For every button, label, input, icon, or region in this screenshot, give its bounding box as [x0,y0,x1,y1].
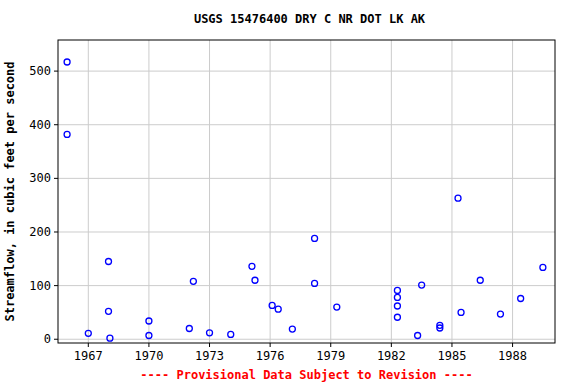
y-tick-label: 500 [29,64,51,78]
data-point [415,332,421,338]
x-grid-line [209,40,210,343]
x-tick [270,343,271,347]
x-tick-label: 1973 [195,349,224,363]
y-tick [54,285,58,286]
x-tick [330,343,331,347]
x-grid-line [270,40,271,343]
data-point [312,235,318,241]
y-tick-label: 200 [29,225,51,239]
y-tick-label: 400 [29,118,51,132]
y-axis-label: Streamflow, in cubic feet per second [3,61,17,321]
data-point [64,59,70,65]
title: USGS 15476400 DRY C NR DOT LK AK [194,12,426,26]
y-tick-label: 100 [29,279,51,293]
background [0,0,576,384]
axes: 1967 1970 1973 1976 1979 1982 1985 1988 0 100 200 3… [29,64,527,363]
y-tick [54,178,58,179]
y-tick [54,339,58,340]
data-point [106,308,112,314]
y-grid-line [58,285,555,286]
grid [58,40,555,343]
x-tick [512,343,513,347]
x-tick-label: 1970 [134,349,163,363]
points [64,59,546,341]
x-tick-label: 1979 [316,349,345,363]
x-grid-line [330,40,331,343]
x-tick-label: 1982 [377,349,406,363]
data-point [394,294,400,300]
data-point [458,309,464,315]
data-point [85,330,91,336]
data-point [437,325,443,331]
x-tick [209,343,210,347]
y-tick [54,124,58,125]
data-point [146,332,152,338]
data-point [289,326,295,332]
y-grid-line [58,231,555,232]
data-point [107,335,113,341]
x-tick [391,343,392,347]
y-grid-line [58,339,555,340]
x-grid-line [391,40,392,343]
y-grid-line [58,124,555,125]
data-point [477,277,483,283]
data-point [334,304,340,310]
x-tick [88,343,89,347]
data-point [146,318,152,324]
x-grid-line [88,40,89,343]
data-point [252,277,258,283]
data-point [497,311,503,317]
x-grid-line [512,40,513,343]
data-point [228,331,234,337]
x-tick-label: 1988 [498,349,527,363]
data-point [455,195,461,201]
data-point [312,280,318,286]
y-tick-label: 0 [44,332,51,346]
x-grid-line [148,40,149,343]
data-point [275,306,281,312]
data-point [186,326,192,332]
data-point [190,278,196,284]
data-point [106,258,112,264]
data-point [419,282,425,288]
x-tick-label: 1976 [256,349,285,363]
data-point [207,330,213,336]
y-grid-line [58,71,555,72]
data-point [269,302,275,308]
y-tick-label: 300 [29,171,51,185]
data-point [518,295,524,301]
x-tick-label: 1967 [74,349,103,363]
y-grid-line [58,178,555,179]
data-point [64,131,70,137]
x-tick-label: 1985 [438,349,467,363]
footer-note: ---- Provisional Data Subject to Revisio… [140,368,472,382]
data-point [394,303,400,309]
data-point [249,263,255,269]
chart: 1967 1970 1973 1976 1979 1982 1985 1988 0 100 200 3… [0,0,576,384]
data-point [394,314,400,320]
plot-frame [58,40,555,343]
data-point [394,287,400,293]
data-point [540,264,546,270]
x-grid-line [451,40,452,343]
y-tick [54,231,58,232]
x-tick [148,343,149,347]
y-tick [54,71,58,72]
x-tick [451,343,452,347]
